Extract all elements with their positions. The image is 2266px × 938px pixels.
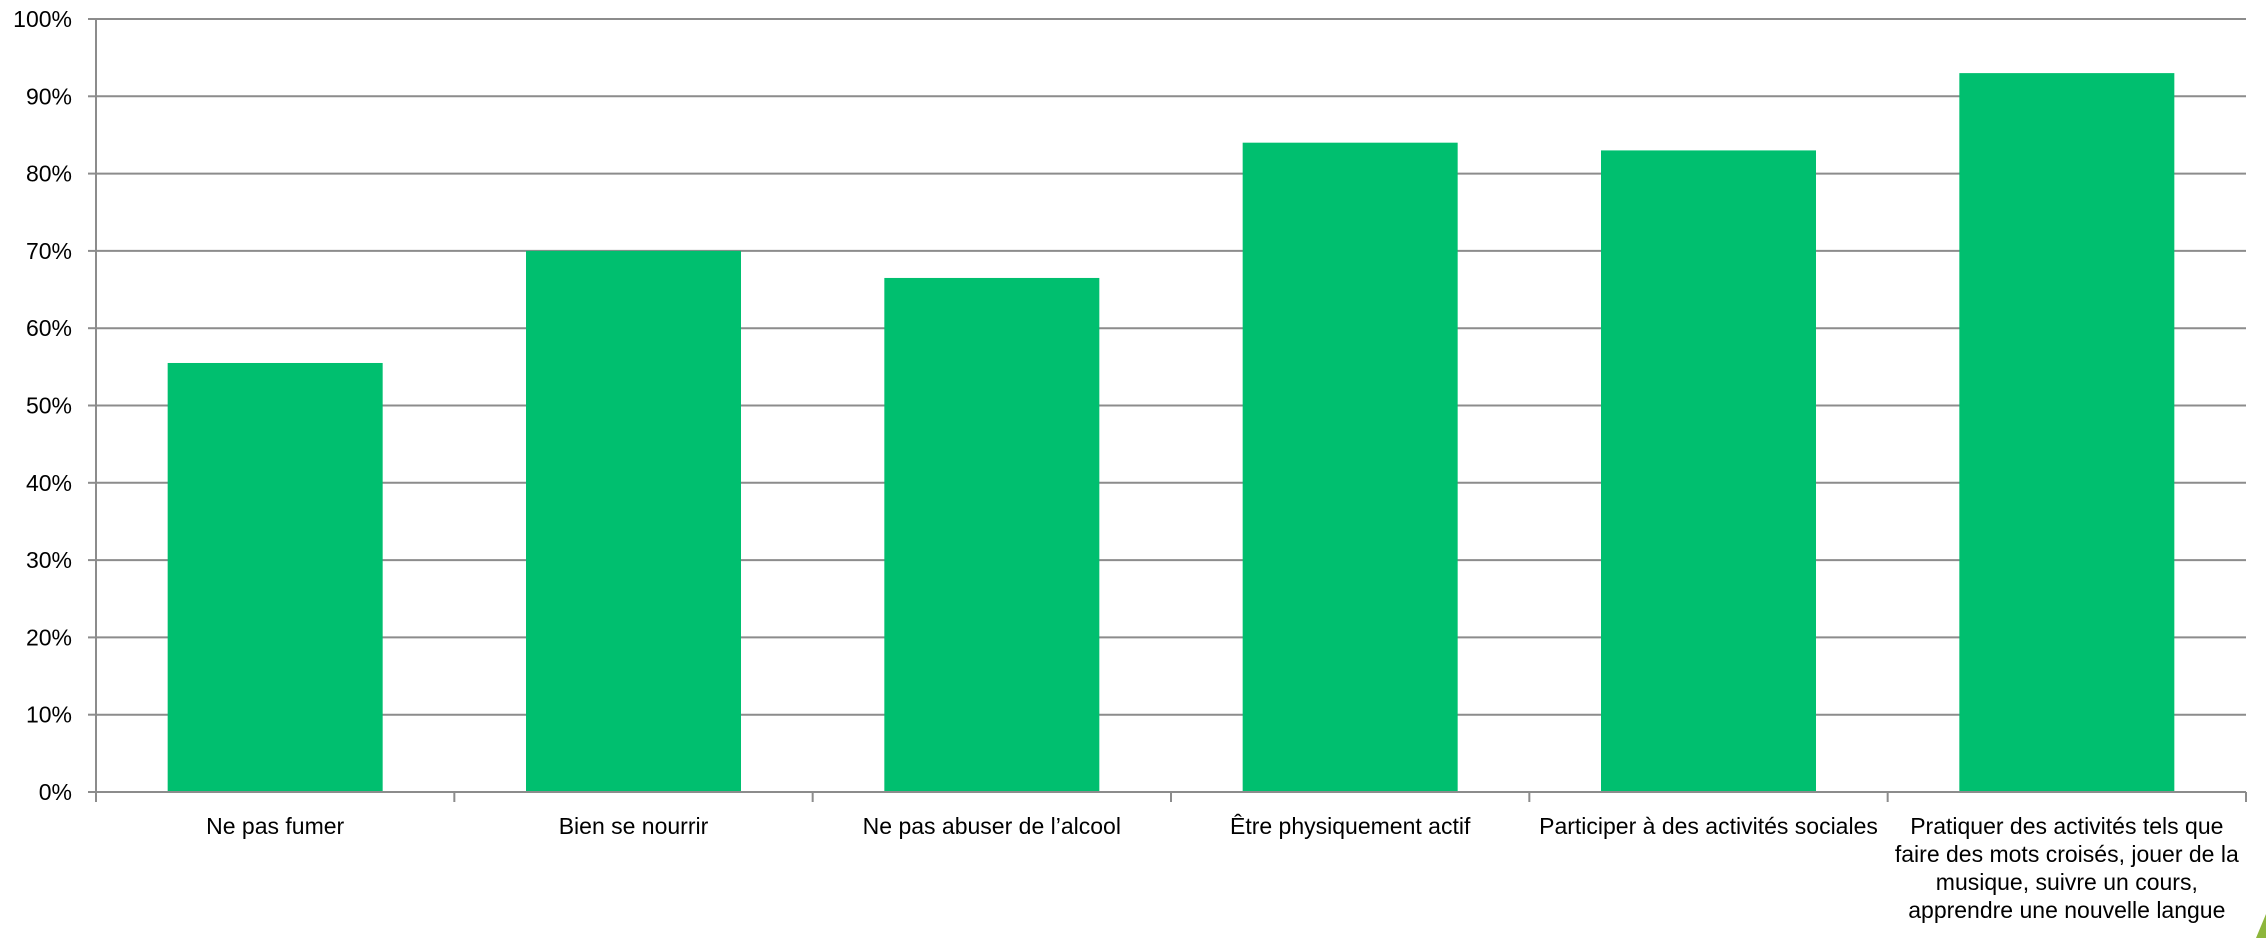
x-tick-label: Participer à des activités sociales bbox=[1539, 813, 1878, 839]
gridlines bbox=[88, 18, 2246, 793]
bar bbox=[1601, 150, 1816, 792]
bar bbox=[1959, 73, 2175, 793]
y-tick-label: 90% bbox=[26, 83, 72, 109]
bar bbox=[1242, 142, 1458, 792]
y-axis-tick-labels: 0% 10% 20% 30% 40% 50% 60% 70% 80% 90% 100% bbox=[13, 6, 72, 805]
y-tick-label: 50% bbox=[26, 393, 72, 419]
x-axis bbox=[95, 791, 2247, 802]
bar bbox=[884, 277, 1100, 793]
y-tick-label: 80% bbox=[26, 161, 72, 187]
y-tick-label: 40% bbox=[26, 470, 72, 496]
x-tick-label: Être physiquement actif bbox=[1229, 813, 1471, 839]
y-tick-label: 0% bbox=[39, 779, 72, 805]
y-tick-label: 70% bbox=[26, 238, 72, 264]
y-tick-label: 20% bbox=[26, 624, 72, 650]
y-tick-label: 10% bbox=[26, 702, 72, 728]
bar bbox=[526, 250, 741, 792]
bar bbox=[167, 362, 383, 792]
corner-decoration bbox=[2256, 914, 2266, 938]
x-tick-label: Bien se nourrir bbox=[558, 813, 709, 839]
x-tick-label: Ne pas abuser de l’alcool bbox=[862, 813, 1121, 839]
y-tick-label: 100% bbox=[13, 6, 72, 32]
x-tick-label: Pratiquer des activités tels que faire d… bbox=[1894, 813, 2239, 923]
bars bbox=[167, 73, 2175, 793]
y-tick-label: 60% bbox=[26, 315, 72, 341]
x-tick-label: Ne pas fumer bbox=[206, 813, 345, 839]
y-tick-label: 30% bbox=[26, 547, 72, 573]
